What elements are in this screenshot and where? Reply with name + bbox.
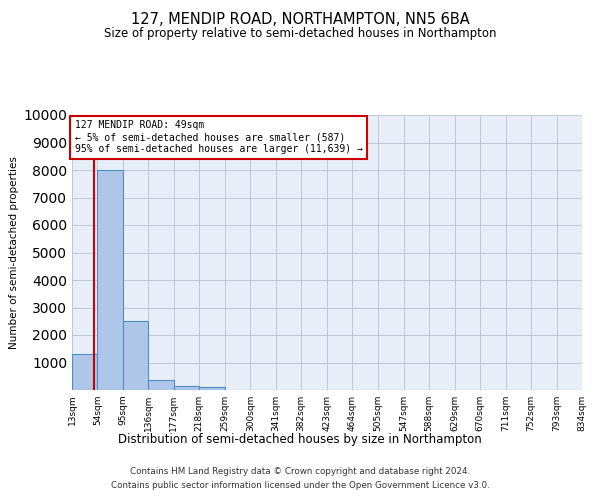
Bar bbox=[123, 322, 148, 390]
Bar bbox=[199, 387, 225, 390]
Text: Distribution of semi-detached houses by size in Northampton: Distribution of semi-detached houses by … bbox=[118, 432, 482, 446]
Text: Contains public sector information licensed under the Open Government Licence v3: Contains public sector information licen… bbox=[110, 481, 490, 490]
Bar bbox=[174, 386, 199, 390]
Bar bbox=[72, 354, 97, 390]
Bar bbox=[148, 380, 174, 390]
Y-axis label: Number of semi-detached properties: Number of semi-detached properties bbox=[9, 156, 19, 349]
Text: 127, MENDIP ROAD, NORTHAMPTON, NN5 6BA: 127, MENDIP ROAD, NORTHAMPTON, NN5 6BA bbox=[131, 12, 469, 28]
Text: Contains HM Land Registry data © Crown copyright and database right 2024.: Contains HM Land Registry data © Crown c… bbox=[130, 468, 470, 476]
Bar bbox=[97, 170, 123, 390]
Text: Size of property relative to semi-detached houses in Northampton: Size of property relative to semi-detach… bbox=[104, 28, 496, 40]
Text: 127 MENDIP ROAD: 49sqm
← 5% of semi-detached houses are smaller (587)
95% of sem: 127 MENDIP ROAD: 49sqm ← 5% of semi-deta… bbox=[74, 120, 362, 154]
